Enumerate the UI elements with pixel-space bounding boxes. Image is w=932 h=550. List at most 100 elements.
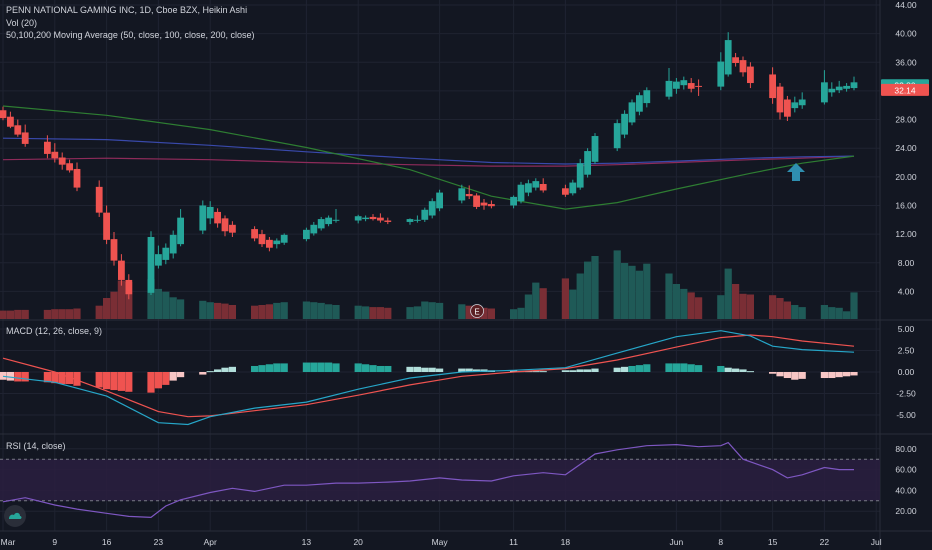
macd-histogram-bar — [791, 372, 799, 380]
macd-legend: MACD (12, 26, close, 9) — [6, 326, 103, 336]
volume-bar — [820, 305, 828, 319]
macd-axis-label: -2.50 — [896, 389, 916, 399]
macd-histogram-bar — [820, 372, 828, 379]
candle-body — [273, 240, 281, 245]
volume-bar — [465, 305, 473, 319]
candle-body — [266, 239, 273, 248]
macd-histogram-bar — [672, 363, 680, 372]
candle-body — [458, 188, 466, 201]
candle-body — [584, 151, 591, 175]
volume-bar — [850, 292, 858, 319]
macd-histogram-bar — [465, 368, 473, 372]
macd-histogram-bar — [591, 368, 599, 372]
volume-bar — [162, 291, 170, 319]
volume-bar — [376, 307, 384, 319]
macd-axis-label: 2.50 — [898, 346, 915, 356]
volume-bar — [154, 288, 162, 319]
macd-histogram-bar — [643, 364, 651, 372]
candle-body — [687, 83, 695, 89]
volume-bar — [680, 288, 688, 319]
volume-bar — [517, 307, 525, 319]
macd-histogram-bar — [798, 372, 806, 379]
candle-body — [798, 99, 806, 106]
candle-body — [473, 195, 480, 207]
candle-body — [310, 224, 318, 234]
volume-bar — [769, 295, 777, 319]
volume-bar — [265, 304, 273, 319]
macd-histogram-bar — [73, 372, 81, 386]
candle-body — [776, 86, 784, 113]
volume-bar — [317, 302, 325, 319]
rsi-axis-label: 20.00 — [895, 506, 917, 516]
macd-histogram-bar — [724, 367, 732, 372]
earnings-marker-icon — [470, 304, 485, 318]
macd-histogram-bar — [428, 367, 436, 372]
macd-histogram-bar — [317, 362, 325, 372]
volume-bar — [310, 302, 318, 319]
volume-bar — [510, 309, 518, 319]
candle-body — [621, 113, 628, 135]
price-axis-label: 44.00 — [895, 0, 917, 10]
volume-bar — [66, 309, 74, 319]
time-axis-label: May — [432, 537, 449, 547]
tradingview-logo-icon[interactable] — [4, 505, 26, 527]
candle-body — [480, 202, 488, 206]
rsi-line — [2, 441, 854, 519]
volume-bar — [221, 303, 229, 319]
volume-bar — [591, 256, 599, 319]
candle-body — [384, 220, 392, 222]
macd-axis-label: -5.00 — [896, 410, 916, 420]
macd-histogram-bar — [628, 365, 636, 372]
macd-histogram-bar — [732, 368, 740, 372]
volume-bar — [58, 309, 66, 319]
macd-histogram-bar — [621, 366, 629, 372]
candle-body — [21, 132, 29, 144]
volume-bar — [532, 282, 540, 319]
up-arrow-icon — [787, 163, 805, 181]
earnings-marker-label: E — [474, 308, 479, 317]
macd-histogram-bar — [680, 363, 688, 372]
time-axis-label: 23 — [154, 537, 164, 547]
volume-bar — [576, 273, 584, 319]
candle-body — [406, 219, 414, 222]
price-tag-label: 32.14 — [894, 85, 916, 95]
macd-histogram-bar — [413, 366, 421, 372]
candle-body — [125, 279, 133, 295]
macd-histogram-bar — [228, 366, 236, 372]
time-axis-label: 15 — [768, 537, 778, 547]
volume-bar — [14, 309, 22, 319]
volume-bar — [302, 301, 310, 319]
candle-body — [369, 216, 377, 220]
symbol-legend: PENN NATIONAL GAMING INC, 1D, Cboe BZX, … — [6, 5, 248, 15]
volume-bar — [672, 284, 680, 319]
candle-body — [739, 60, 747, 73]
macd-histogram-bar — [251, 365, 259, 372]
candle-body — [591, 136, 599, 162]
volume-bar — [147, 279, 155, 319]
macd-histogram-bar — [310, 362, 318, 372]
macd-histogram-bar — [125, 372, 133, 392]
candle-body — [821, 82, 828, 103]
time-axis-label: 9 — [52, 537, 57, 547]
macd-histogram-bar — [473, 369, 481, 372]
volume-bar — [828, 307, 836, 319]
macd-histogram-bar — [354, 363, 362, 372]
candle-body — [303, 229, 310, 240]
candle-body — [465, 194, 473, 197]
candle-body — [73, 168, 81, 188]
macd-histogram-bar — [325, 362, 333, 372]
volume-bar — [783, 301, 791, 319]
time-axis-label: 16 — [102, 537, 112, 547]
time-axis-label: Jul — [871, 537, 882, 547]
volume-bar — [524, 294, 532, 319]
macd-histogram-bar — [783, 372, 791, 379]
macd-histogram-bar — [850, 372, 858, 376]
volume-bar — [369, 307, 377, 319]
candle-body — [44, 141, 51, 154]
candle-body — [362, 217, 369, 220]
macd-histogram-bar — [14, 372, 22, 382]
time-axis-label: 22 — [820, 537, 830, 547]
candle-body — [118, 260, 125, 280]
rsi-axis-label: 80.00 — [895, 444, 917, 454]
